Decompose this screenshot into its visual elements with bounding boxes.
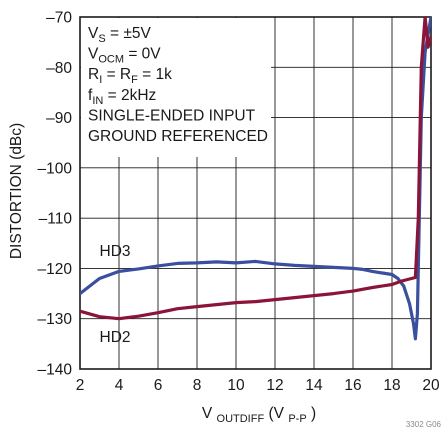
y-tick-label: –80 xyxy=(46,60,72,77)
y-tick-label: –120 xyxy=(38,261,73,278)
y-tick-label: –70 xyxy=(46,10,72,27)
condition-main: V xyxy=(88,46,99,63)
condition-value: = R xyxy=(102,66,131,83)
series-line-hd3 xyxy=(80,17,431,341)
x-axis-title-unit-sub: P-P xyxy=(288,413,306,425)
condition-value: = 0V xyxy=(124,46,161,63)
condition-line: RI = RF = 1k xyxy=(88,66,172,86)
x-tick-label: 10 xyxy=(227,377,245,394)
grid xyxy=(80,17,431,369)
x-axis-title-unit-close: ) xyxy=(311,405,316,422)
condition-main: SINGLE-ENDED INPUT xyxy=(88,107,256,124)
x-tick-label: 4 xyxy=(115,377,124,394)
x-axis-title-sub: OUTDIFF xyxy=(217,413,265,425)
condition-main: V xyxy=(88,25,99,42)
y-tick-label: –140 xyxy=(38,362,73,379)
condition-main: GROUND REFERENCED xyxy=(88,128,268,145)
x-tick-label: 20 xyxy=(422,377,440,394)
condition-main: R xyxy=(88,66,99,83)
condition-subscript: I xyxy=(99,74,102,86)
x-tick-label: 8 xyxy=(193,377,202,394)
plot-area-border xyxy=(79,16,432,370)
condition-value: = 1k xyxy=(138,66,172,83)
condition-line: VOCM = 0V xyxy=(88,46,161,66)
figure-code: 3302 G06 xyxy=(406,420,442,428)
x-axis-title: V OUTDIFF (V P-P ) xyxy=(202,405,316,426)
x-tick-label: 18 xyxy=(383,377,400,394)
condition-subscript: OCM xyxy=(98,54,124,66)
condition-subscript: IN xyxy=(92,95,103,107)
y-tick-label: –100 xyxy=(38,160,73,177)
x-tick-label: 12 xyxy=(266,377,283,394)
series-label-hd2: HD2 xyxy=(100,329,131,346)
x-tick-label: 2 xyxy=(76,377,85,394)
x-axis-title-main: V xyxy=(202,405,213,422)
conditions-background xyxy=(81,18,271,157)
condition-line: GROUND REFERENCED xyxy=(88,128,268,145)
condition-line: SINGLE-ENDED INPUT xyxy=(88,107,256,124)
condition-value: = 2kHz xyxy=(103,87,156,104)
plot-frame xyxy=(79,16,432,370)
x-tick-label: 6 xyxy=(154,377,163,394)
tick-labels: 2 4 6 8 10 12 14 16 18 20 –70 –80 –90 –100 –110 –120 –13… xyxy=(38,10,440,395)
x-tick-label: 16 xyxy=(344,377,361,394)
x-tick-label: 14 xyxy=(305,377,323,394)
condition-value: = ±5V xyxy=(106,25,152,42)
x-axis-title-unit-open: (V xyxy=(269,405,285,422)
series-line-hd2 xyxy=(80,17,431,321)
condition-subscript: S xyxy=(98,33,105,45)
series-label-hd3: HD3 xyxy=(100,243,131,260)
condition-line: VS = ±5V xyxy=(88,25,151,45)
y-tick-label: –90 xyxy=(46,110,72,127)
y-axis-title: DISTORTION (dBc) xyxy=(8,123,25,259)
y-tick-label: –130 xyxy=(38,311,73,328)
condition-subscript: F xyxy=(131,74,138,86)
y-tick-label: –110 xyxy=(39,211,73,228)
series-layer: HD3 HD2 xyxy=(80,17,431,346)
condition-line: fIN = 2kHz xyxy=(88,87,156,107)
condition-main: f xyxy=(88,87,93,104)
